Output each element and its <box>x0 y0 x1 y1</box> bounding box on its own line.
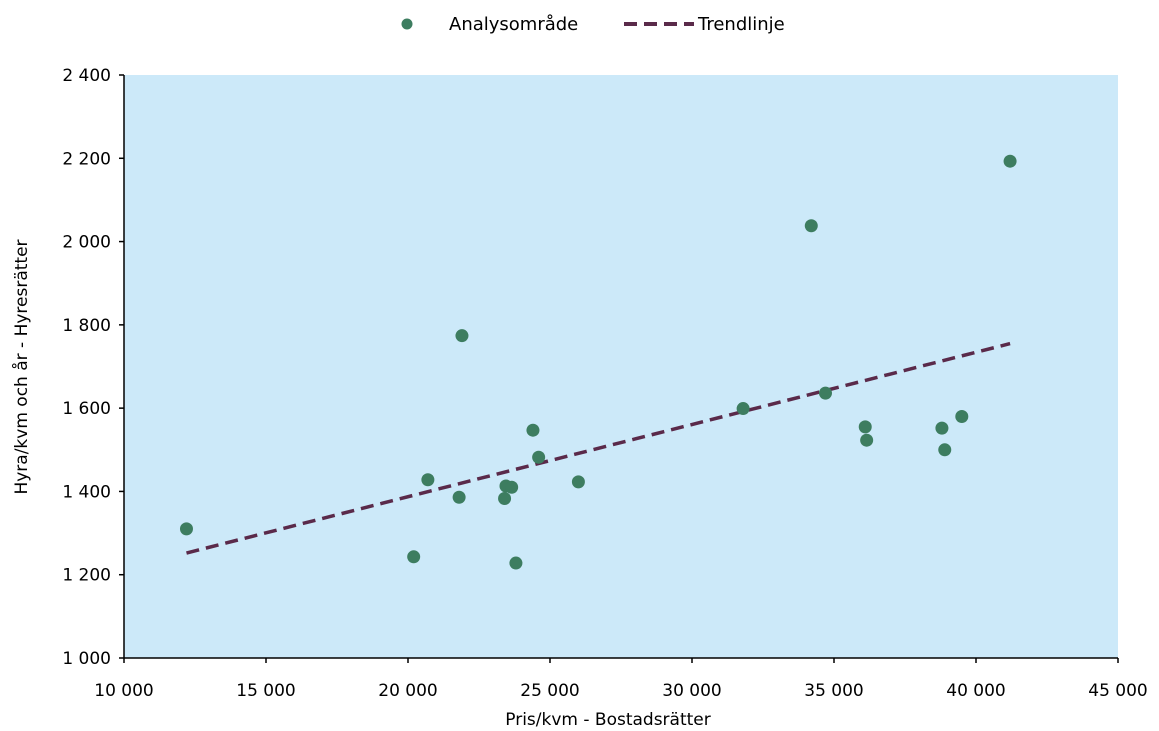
data-points <box>179 154 1017 570</box>
data-point <box>571 475 585 489</box>
y-tick-label: 2 000 <box>62 233 111 253</box>
legend-marker-analysomrade <box>401 18 413 30</box>
x-tick-label: 15 000 <box>236 681 295 701</box>
data-point <box>452 490 466 504</box>
data-point <box>935 421 949 435</box>
y-tick-label: 1 400 <box>62 482 111 502</box>
data-point <box>179 522 193 536</box>
x-tick-label: 45 000 <box>1088 681 1147 701</box>
x-axis-title: Pris/kvm - Bostadsrätter <box>505 710 711 730</box>
data-point <box>509 556 523 570</box>
legend-label-trendlinje: Trendlinje <box>697 14 785 35</box>
y-tick-label: 1 600 <box>62 399 111 419</box>
data-point <box>455 329 469 343</box>
data-point <box>526 423 540 437</box>
trendline-layer <box>186 341 1011 555</box>
data-point <box>955 409 969 423</box>
data-point <box>818 386 832 400</box>
x-tick-label: 25 000 <box>520 681 579 701</box>
x-axis-ticks: 10 000 15 000 20 000 25 000 30 000 35 000 40 0… <box>94 658 1148 701</box>
x-tick-label: 20 000 <box>378 681 437 701</box>
data-point <box>804 219 818 233</box>
y-tick-label: 2 400 <box>62 66 111 86</box>
x-tick-label: 40 000 <box>946 681 1005 701</box>
x-tick-label: 30 000 <box>662 681 721 701</box>
data-point <box>498 492 512 506</box>
data-point <box>421 473 435 487</box>
y-axis-title: Hyra/kvm och år - Hyresrätter <box>11 239 32 494</box>
legend: Analysområde Trendlinje <box>401 14 785 35</box>
legend-label-analysomrade: Analysområde <box>449 14 578 35</box>
x-tick-label: 35 000 <box>804 681 863 701</box>
y-tick-label: 2 200 <box>62 149 111 169</box>
data-point <box>505 480 519 494</box>
y-tick-label: 1 000 <box>62 649 111 669</box>
y-axis-ticks: 1 000 1 200 1 400 1 600 1 800 2 000 2 200 2 400 <box>62 66 124 669</box>
x-tick-label: 10 000 <box>94 681 153 701</box>
data-point <box>736 402 750 416</box>
y-tick-label: 1 200 <box>62 566 111 586</box>
data-point <box>860 433 874 447</box>
plot-area <box>124 75 1118 658</box>
trendline <box>186 341 1011 555</box>
data-point <box>532 450 546 464</box>
data-point <box>407 550 421 564</box>
data-point <box>1003 154 1017 168</box>
data-point <box>938 443 952 457</box>
data-point <box>858 420 872 434</box>
y-tick-label: 1 800 <box>62 316 111 336</box>
